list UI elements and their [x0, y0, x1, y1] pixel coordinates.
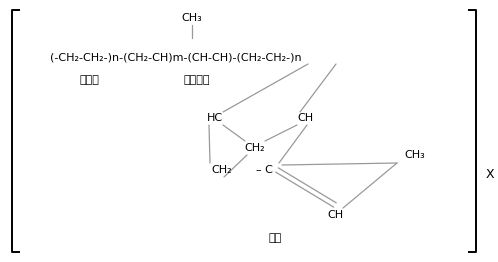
Text: CH₂: CH₂: [245, 143, 265, 153]
Text: 에틸렌: 에틸렌: [80, 75, 100, 85]
Text: CH₃: CH₃: [182, 13, 202, 23]
Text: X: X: [486, 168, 495, 182]
Text: CH: CH: [327, 210, 343, 220]
Text: CH₃: CH₃: [404, 150, 425, 160]
Text: 프로필렌: 프로필렌: [183, 75, 210, 85]
Text: 디엔: 디엔: [268, 233, 282, 243]
Text: CH: CH: [297, 113, 313, 123]
Text: (-CH₂-CH₂-)n-(CH₂-CH)m-(CH-CH)-(CH₂-CH₂-)n: (-CH₂-CH₂-)n-(CH₂-CH)m-(CH-CH)-(CH₂-CH₂-…: [50, 53, 302, 63]
Text: CH₂: CH₂: [212, 165, 232, 175]
Text: – C: – C: [255, 165, 272, 175]
Text: HC: HC: [207, 113, 223, 123]
